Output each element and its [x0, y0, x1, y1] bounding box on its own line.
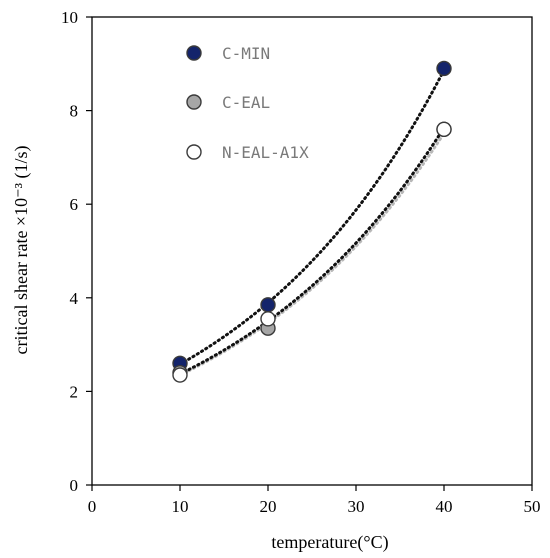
y-tick-label: 10 — [61, 8, 78, 27]
plot-frame — [91, 16, 533, 486]
point-c-min — [436, 60, 452, 77]
x-tick-label: 50 — [524, 497, 541, 516]
x-tick-label: 40 — [436, 497, 453, 516]
point-c-min — [260, 297, 276, 313]
x-tick-label: 30 — [348, 497, 365, 516]
legend-marker-c-min — [186, 45, 202, 61]
legend-marker-n-eal-a1x — [186, 144, 202, 160]
y-tick-label: 4 — [70, 289, 79, 308]
legend-marker-c-eal — [186, 94, 202, 110]
point-n-eal-a1x — [172, 367, 188, 383]
y-axis-label: critical shear rate ×10⁻³ (1/s) — [11, 146, 32, 355]
trendline-n-eal-a1x — [178, 126, 446, 376]
y-tick-label: 0 — [70, 476, 79, 495]
point-n-eal-a1x — [436, 121, 452, 138]
x-tick-label: 10 — [172, 497, 189, 516]
x-axis-label: temperature(°C) — [271, 532, 388, 553]
legend-label-c-min: C-MIN — [222, 44, 270, 63]
x-tick-label: 0 — [88, 497, 97, 516]
x-tick-label: 20 — [260, 497, 277, 516]
y-tick-label: 2 — [70, 382, 79, 401]
legend-label-n-eal-a1x: N-EAL-A1X — [222, 143, 309, 162]
y-tick-label: 8 — [70, 102, 79, 121]
trendline-c-min — [178, 68, 446, 366]
y-tick-label: 6 — [70, 195, 79, 214]
point-n-eal-a1x — [260, 311, 276, 327]
legend-label-c-eal: C-EAL — [222, 93, 270, 112]
